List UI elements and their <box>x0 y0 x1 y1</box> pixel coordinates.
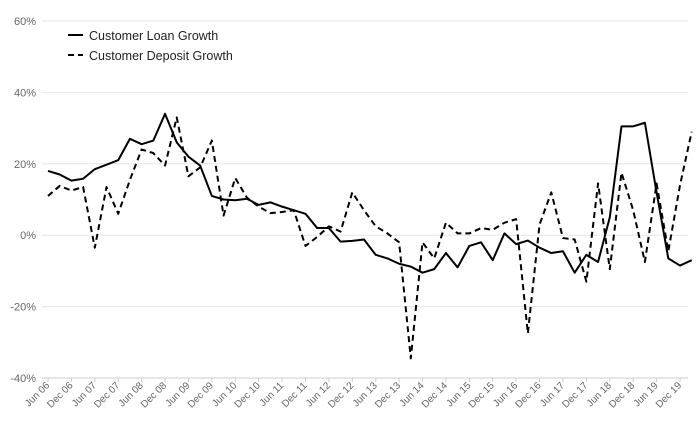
x-tick-label: Dec 17 <box>560 380 590 410</box>
y-axis: 60% 40% 20% 0% -20% -40% <box>10 16 36 385</box>
x-tick-label: Dec 14 <box>420 380 450 410</box>
series-line-customer-deposit-growth <box>47 116 693 360</box>
x-tick-label: Dec 18 <box>607 380 637 410</box>
x-tick-label: Dec 13 <box>373 380 403 410</box>
y-tick-label: 60% <box>14 16 36 28</box>
y-tick-label: -40% <box>10 373 36 385</box>
x-tick-label: Dec 12 <box>326 380 356 410</box>
x-tick-label: Dec 06 <box>45 380 75 410</box>
x-tick-label: Dec 10 <box>233 380 263 410</box>
x-tick-label: Dec 11 <box>280 380 310 410</box>
x-tick-label: Dec 19 <box>654 380 684 410</box>
x-tick-label: Dec 07 <box>92 380 122 410</box>
x-tick-label: Dec 09 <box>186 380 216 410</box>
series-line-customer-loan-growth <box>47 112 693 274</box>
x-tick-label: Dec 08 <box>139 380 169 410</box>
x-tick-label: Dec 15 <box>467 380 497 410</box>
legend: Customer Loan Growth Customer Deposit Gr… <box>68 29 233 63</box>
y-tick-label: 0% <box>20 230 36 242</box>
y-tick-label: 20% <box>14 159 36 171</box>
series-lines <box>47 112 693 360</box>
x-tick-label: Dec 16 <box>513 380 543 410</box>
legend-label-loan: Customer Loan Growth <box>89 29 218 43</box>
grid-lines <box>42 20 688 379</box>
legend-label-deposit: Customer Deposit Growth <box>89 49 233 63</box>
y-tick-label: -20% <box>10 302 36 314</box>
y-tick-label: 40% <box>14 87 36 99</box>
